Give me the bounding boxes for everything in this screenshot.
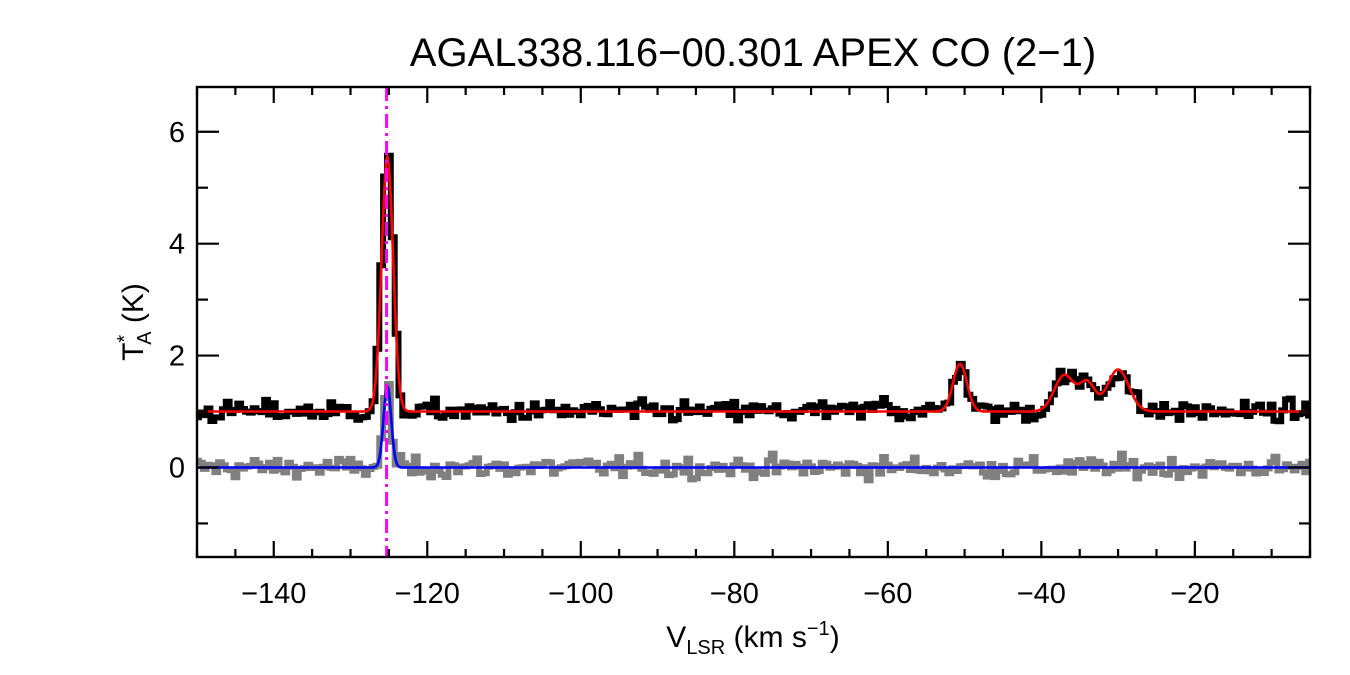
x-tick-label: −100 [548,578,613,610]
x-tick-label: −80 [710,578,759,610]
y-tick-label: 2 [169,341,185,373]
x-axis-label: VLSR (km s−1) [666,618,839,659]
x-axis-label-sup: −1 [807,618,830,640]
observed-spectrum-series [197,152,1310,425]
y-axis-label-units: (K) [117,283,150,331]
chart-title: AGAL338.116−00.301 APEX CO (2−1) [410,31,1096,75]
component-gaussian-series [197,383,1310,469]
x-tick-label: −40 [1017,578,1066,610]
x-tick-label: −60 [863,578,912,610]
y-axis-label-sup: * [114,335,136,343]
y-tick-label: 4 [169,229,185,261]
x-tick-label: −120 [395,578,460,610]
plot-area: −140 −120 −100 −80 −60 −40 −20 0 2 4 6 [169,85,1312,610]
gaussian-fit-series [197,152,1310,413]
x-axis-label-sub: LSR [686,637,725,659]
residual-spectrum-series [197,381,1310,484]
plot-frame [195,85,1312,559]
y-tick-label: 0 [169,452,185,484]
y-axis-label-main: T [117,343,150,361]
x-axis-label-close: ) [830,621,840,654]
y-axis-label-sub: A [134,331,156,345]
y-axis-label: T*A (K) [114,283,156,361]
y-tick-label: 6 [169,117,185,149]
x-axis-label-main: V [666,621,686,654]
x-tick-label: −140 [241,578,306,610]
x-tick-label: −20 [1170,578,1219,610]
x-axis-label-units: (km s [725,621,807,654]
